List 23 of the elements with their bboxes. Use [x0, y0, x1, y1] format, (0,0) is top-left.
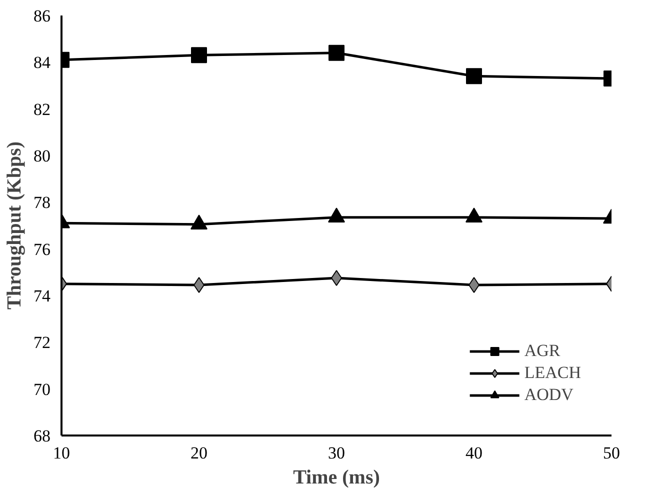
point — [328, 44, 344, 61]
y-tick-label: 68 — [34, 426, 50, 446]
x-tick-label: 50 — [603, 444, 620, 462]
y-axis-title: Throughput (Kbps) — [4, 141, 26, 310]
x-tick-label: 30 — [328, 444, 345, 462]
y-tick-label: 74 — [34, 286, 51, 306]
legend-label: AODV — [524, 385, 574, 405]
y-tick-label: 70 — [34, 380, 50, 399]
y-tick-label: 78 — [34, 193, 50, 212]
point — [191, 47, 207, 64]
x-tick-label: 40 — [466, 444, 482, 462]
y-tick-label: 72 — [34, 333, 50, 352]
y-tick-label: 84 — [34, 53, 51, 72]
y-tick-label: 86 — [34, 6, 50, 26]
x-tick-label: 20 — [190, 444, 208, 462]
x-axis-title: Time (ms) — [293, 466, 380, 488]
x-tick-label: 10 — [53, 444, 70, 462]
legend-label: LEACH — [524, 363, 581, 383]
y-tick-label: 82 — [34, 100, 50, 119]
y-tick-label: 76 — [34, 240, 50, 259]
point — [466, 68, 482, 84]
y-tick-label: 80 — [34, 146, 50, 166]
legend-label: AGR — [524, 341, 560, 361]
